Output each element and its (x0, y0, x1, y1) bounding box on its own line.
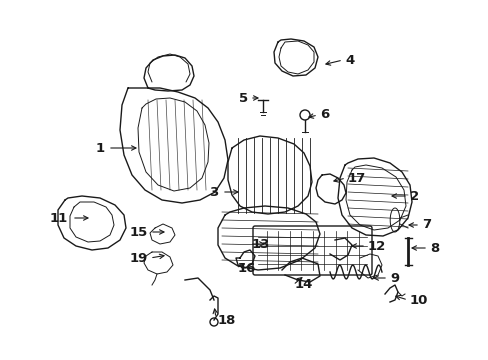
Text: 18: 18 (218, 314, 236, 327)
Text: 13: 13 (251, 238, 270, 251)
Text: 2: 2 (409, 189, 418, 202)
Text: 3: 3 (208, 185, 218, 198)
Text: 9: 9 (389, 271, 398, 284)
Text: 7: 7 (421, 219, 430, 231)
Text: 1: 1 (96, 141, 105, 154)
Text: 6: 6 (319, 108, 328, 122)
Text: 12: 12 (367, 239, 386, 252)
Text: 16: 16 (238, 261, 256, 274)
Text: 5: 5 (238, 91, 247, 104)
Text: 19: 19 (129, 252, 148, 265)
Text: 15: 15 (129, 225, 148, 238)
Text: 17: 17 (347, 171, 366, 184)
Text: 8: 8 (429, 242, 438, 255)
Text: 4: 4 (345, 54, 353, 67)
Text: 10: 10 (409, 293, 427, 306)
Text: 11: 11 (50, 211, 68, 225)
Text: 14: 14 (294, 279, 313, 292)
